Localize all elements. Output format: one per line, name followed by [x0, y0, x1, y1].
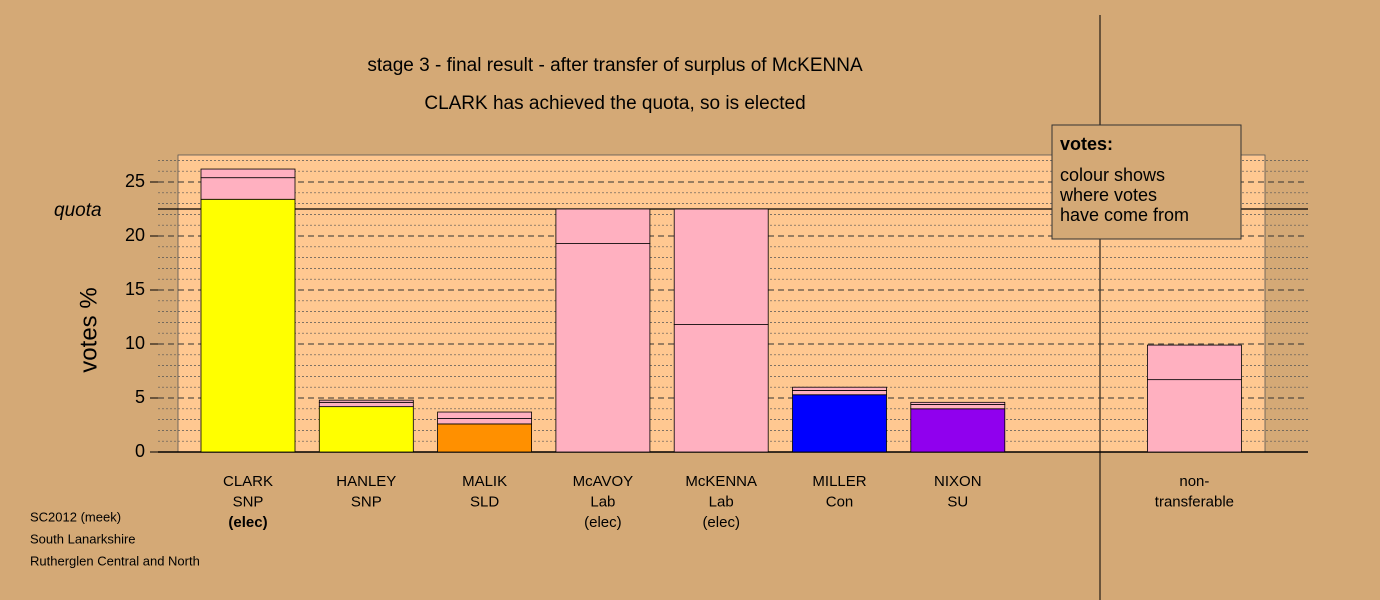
y-tick-label: 15 [125, 279, 145, 299]
bar-segment [792, 394, 887, 453]
x-tick-label: SNP [351, 493, 382, 510]
x-tick-label: Con [826, 493, 854, 510]
legend-title: votes: [1060, 134, 1113, 154]
footnote: SC2012 (meek) [30, 509, 121, 524]
y-axis-label: votes % [75, 287, 102, 372]
x-tick-label: transferable [1155, 493, 1234, 510]
x-tick-label: NIXON [934, 473, 982, 490]
y-tick-label: 25 [125, 171, 145, 191]
bar-segment [555, 208, 651, 244]
x-tick-label: Lab [590, 493, 615, 510]
legend-line: colour shows [1060, 165, 1165, 185]
bar-segment [318, 406, 414, 453]
x-tick-label: McAVOY [573, 473, 634, 490]
bar-segment [200, 168, 296, 179]
x-tick-label: MALIK [462, 473, 507, 490]
bar-segment [555, 243, 651, 453]
bar-segment [910, 401, 1006, 405]
y-tick-label: 5 [135, 387, 145, 407]
bar-segment [792, 386, 887, 391]
bar-segment [200, 198, 296, 453]
bar-segment [437, 423, 533, 453]
legend-line: have come from [1060, 205, 1189, 225]
bar-segment [792, 390, 887, 396]
chart-subtitle: CLARK has achieved the quota, so is elec… [424, 93, 805, 114]
footnote: South Lanarkshire [30, 531, 136, 546]
bar-segment [673, 324, 769, 453]
x-tick-label: HANLEY [336, 473, 396, 490]
bar-segment [910, 408, 1006, 453]
bar-segment [910, 404, 1006, 410]
legend-line: where votes [1059, 185, 1157, 205]
bar-segment [1147, 344, 1242, 381]
x-tick-label: non- [1179, 473, 1209, 490]
quota-label: quota [54, 200, 102, 221]
x-tick-label: (elec) [228, 514, 267, 531]
bar-segment [1147, 379, 1242, 453]
bar-segment [437, 411, 533, 419]
x-tick-label: SNP [233, 493, 264, 510]
bar-segment [673, 208, 769, 325]
x-tick-label: SU [947, 493, 968, 510]
y-tick-label: 0 [135, 441, 145, 461]
x-tick-label: MILLER [812, 473, 866, 490]
x-tick-label: Lab [709, 493, 734, 510]
bar-segment [437, 418, 533, 425]
bar-segment [200, 177, 296, 200]
bar-segment [318, 399, 414, 403]
footnote: Rutherglen Central and North [30, 553, 200, 568]
legend-box [1051, 124, 1242, 240]
x-tick-label: (elec) [584, 514, 622, 531]
y-tick-label: 10 [125, 333, 145, 353]
x-tick-label: SLD [470, 493, 499, 510]
x-tick-label: (elec) [702, 514, 740, 531]
x-tick-label: CLARK [223, 473, 273, 490]
x-tick-label: McKENNA [685, 473, 757, 490]
bar-segment [318, 401, 414, 408]
chart-title: stage 3 - final result - after transfer … [367, 55, 863, 76]
y-tick-label: 20 [125, 225, 145, 245]
